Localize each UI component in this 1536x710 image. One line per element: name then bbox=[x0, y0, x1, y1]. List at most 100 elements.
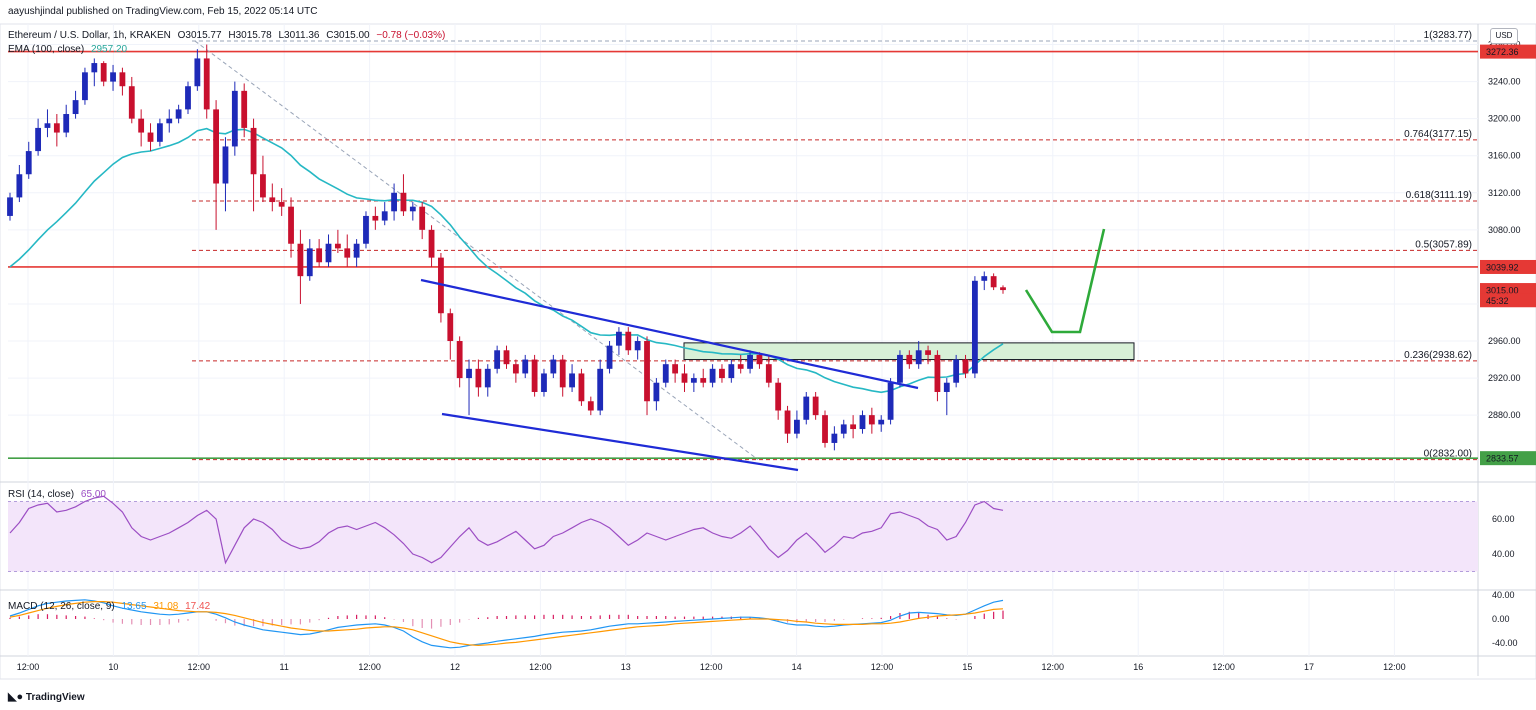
candle-body bbox=[606, 345, 613, 369]
time-tick-label: 12:00 bbox=[1212, 662, 1235, 672]
candle-body bbox=[475, 368, 482, 388]
candle-body bbox=[494, 350, 501, 369]
fib-level-label: 0.236(2938.62) bbox=[1404, 350, 1472, 361]
candle-body bbox=[297, 243, 304, 277]
candle-body bbox=[531, 359, 538, 392]
candle-body bbox=[250, 127, 257, 175]
candle-body bbox=[700, 378, 707, 383]
time-tick-label: 16 bbox=[1133, 662, 1143, 672]
footer-brand-name: TradingView bbox=[25, 692, 85, 703]
fib-level-label: 0.618(3111.19) bbox=[1406, 190, 1472, 201]
publisher-line: aayushjindal published on TradingView.co… bbox=[8, 6, 318, 17]
fib-level-label: 0(2832.00) bbox=[1424, 449, 1472, 460]
candle-body bbox=[447, 313, 454, 342]
ohlc-close: C3015.00 bbox=[326, 30, 370, 41]
candle-body bbox=[344, 248, 351, 258]
time-tick-label: 12:00 bbox=[529, 662, 552, 672]
time-tick-label: 11 bbox=[280, 662, 289, 672]
candle-body bbox=[82, 72, 88, 101]
rsi-tick-label: 60.00 bbox=[1492, 514, 1515, 524]
currency-button[interactable]: USD bbox=[1490, 28, 1518, 44]
fib-level-label: 0.5(3057.89) bbox=[1415, 239, 1472, 250]
price-tick-label: 3080.00 bbox=[1488, 225, 1521, 235]
time-tick-label: 12:00 bbox=[700, 662, 723, 672]
ohlc-high: H3015.78 bbox=[228, 30, 272, 41]
candle-body bbox=[288, 206, 294, 244]
candle-body bbox=[363, 215, 369, 244]
macd-tick-label: 40.00 bbox=[1492, 590, 1515, 600]
candle-body bbox=[925, 350, 931, 355]
price-label-box bbox=[1480, 451, 1536, 466]
candle-body bbox=[569, 373, 575, 388]
candle-body bbox=[765, 364, 772, 383]
footer-brand: ◣● TradingView bbox=[8, 690, 85, 703]
candle-body bbox=[840, 424, 847, 434]
candle-body bbox=[784, 410, 791, 434]
macd-value-1: 13.65 bbox=[121, 601, 147, 612]
ema-label: EMA (100, close) bbox=[8, 44, 85, 55]
candle-body bbox=[812, 396, 819, 416]
candle-body bbox=[653, 382, 660, 402]
candle-body bbox=[915, 350, 922, 365]
candle-body bbox=[850, 424, 857, 430]
price-tick-label: 3160.00 bbox=[1488, 151, 1521, 161]
candle-body bbox=[72, 100, 79, 115]
candle-body bbox=[44, 123, 51, 128]
rsi-label: RSI (14, close) bbox=[8, 489, 75, 500]
ohlc-open: O3015.77 bbox=[177, 30, 222, 41]
candle-body bbox=[681, 373, 688, 383]
fib-trend-line bbox=[194, 40, 759, 461]
candle-body bbox=[971, 280, 978, 374]
candle-body bbox=[7, 197, 13, 216]
price-tick-label: 3120.00 bbox=[1488, 188, 1521, 198]
candle-body bbox=[35, 127, 42, 152]
candle-body bbox=[737, 364, 744, 369]
candle-body bbox=[690, 378, 697, 383]
price-label-text: 45:32 bbox=[1486, 296, 1509, 306]
price-tick-label: 3280.00 bbox=[1488, 40, 1521, 50]
candle-body bbox=[175, 109, 182, 119]
time-tick-label: 15 bbox=[962, 662, 972, 672]
time-tick-label: 12:00 bbox=[871, 662, 894, 672]
candle-body bbox=[719, 368, 725, 379]
price-tick-label: 3200.00 bbox=[1488, 114, 1521, 124]
candle-body bbox=[91, 63, 98, 73]
ohlc-change: −0.78 (−0.03%) bbox=[376, 30, 446, 41]
ema-legend[interactable]: EMA (100, close) 2957.20 bbox=[8, 44, 131, 55]
candle-body bbox=[634, 341, 641, 351]
candle-body bbox=[203, 58, 210, 110]
candle-body bbox=[803, 396, 810, 420]
macd-legend[interactable]: MACD (12, 26, close, 9) 13.65 31.08 17.4… bbox=[8, 601, 214, 612]
candle-body bbox=[372, 215, 379, 221]
candle-body bbox=[222, 146, 229, 184]
rsi-tick-label: 40.00 bbox=[1492, 549, 1515, 559]
candle-body bbox=[156, 123, 163, 142]
candle-body bbox=[522, 359, 529, 374]
macd-value-2: 31.08 bbox=[153, 601, 179, 612]
candle-body bbox=[868, 415, 875, 425]
candle-body bbox=[353, 243, 360, 258]
candle-body bbox=[334, 243, 341, 249]
price-tick-label: 2960.00 bbox=[1488, 336, 1521, 346]
rsi-legend[interactable]: RSI (14, close) 65.00 bbox=[8, 489, 110, 500]
fib-level-label: 0.764(3177.15) bbox=[1404, 129, 1472, 140]
time-tick-label: 13 bbox=[621, 662, 631, 672]
candle-body bbox=[241, 90, 248, 128]
rsi-line bbox=[9, 495, 1004, 565]
candle-body bbox=[625, 331, 632, 351]
symbol-legend[interactable]: Ethereum / U.S. Dollar, 1h, KRAKEN O3015… bbox=[8, 30, 449, 41]
price-tick-label: 3240.00 bbox=[1488, 77, 1521, 87]
candle-body bbox=[644, 341, 650, 402]
ohlc-low: L3011.36 bbox=[278, 30, 320, 41]
candle-body bbox=[484, 368, 491, 388]
candle-body bbox=[269, 197, 276, 203]
candle-body bbox=[100, 63, 107, 82]
candle-body bbox=[578, 373, 585, 402]
candle-body bbox=[466, 368, 472, 379]
price-label-text: 3039.92 bbox=[1486, 262, 1519, 272]
time-tick-label: 12:00 bbox=[188, 662, 211, 672]
candle-body bbox=[306, 248, 313, 277]
candle-body bbox=[110, 72, 116, 82]
candle-body bbox=[119, 72, 126, 87]
candle-body bbox=[756, 354, 763, 365]
